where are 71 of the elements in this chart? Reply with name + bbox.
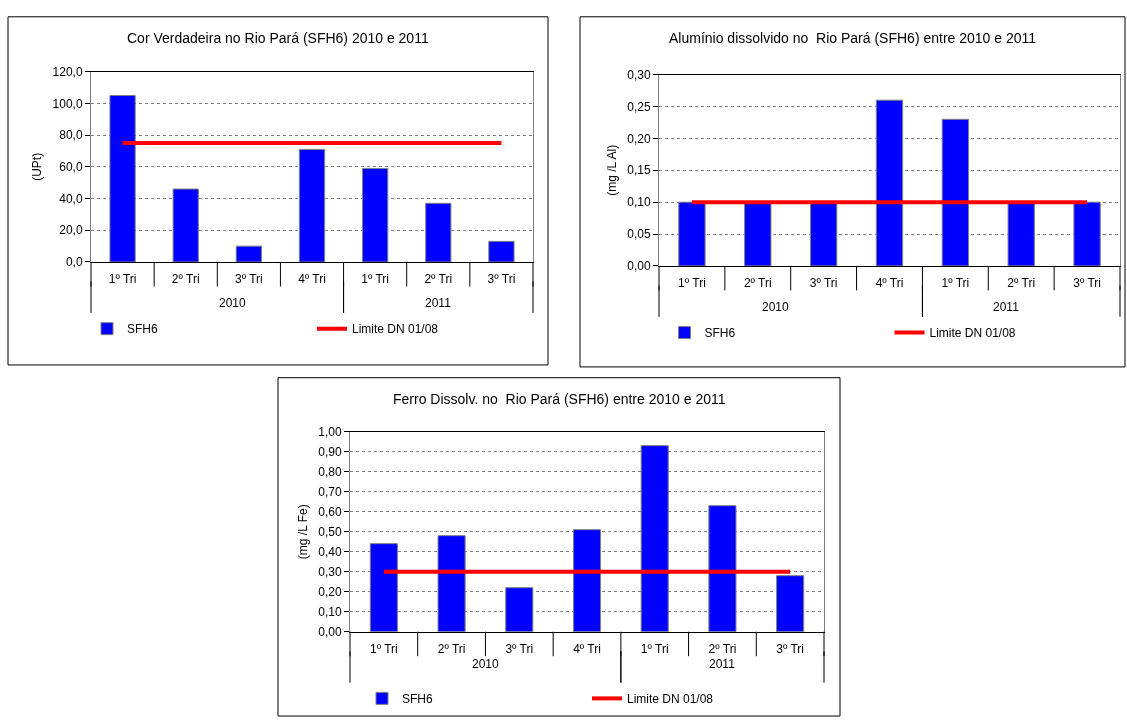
y-tick-label: 0,00: [627, 259, 651, 274]
x-tick-label: 3º Tri: [234, 272, 263, 287]
x-tick-label: 3º Tri: [809, 276, 838, 291]
chart-title: Ferro Dissolv. no Rio Pará (SFH6) entre 2010 e 2011: [393, 391, 726, 407]
x-tick-label: 2º Tri: [743, 276, 772, 291]
x-tick-label: 4º Tri: [573, 642, 601, 657]
bar: [488, 240, 515, 262]
x-tick-label: 3º Tri: [505, 642, 534, 657]
x-tick-label: 1º Tri: [941, 276, 970, 291]
y-tick-label: 0,80: [318, 464, 342, 479]
y-tick-label: 0,05: [627, 227, 651, 242]
x-tick-label: 1º Tri: [361, 272, 390, 287]
bar: [1007, 201, 1035, 266]
x-tick-label: 3º Tri: [776, 642, 805, 657]
y-tick-label: 0,20: [627, 131, 651, 146]
chart-title: Alumínio dissolvido no Rio Pará (SFH6) entre 2010 e 2011: [669, 30, 1037, 46]
y-tick-label: 0,00: [318, 624, 342, 639]
y-tick-label: 0,10: [318, 604, 342, 619]
y-tick-label: 20,0: [59, 223, 83, 238]
text: 2010: [762, 300, 790, 314]
legend-label: Limite DN 01/08: [627, 692, 714, 707]
x-tick-label: 2º Tri: [708, 642, 737, 657]
bar: [776, 575, 805, 632]
x-tick-label: 4º Tri: [875, 276, 904, 291]
y-tick-label: 0,70: [318, 484, 342, 499]
y-tick-label: 0,90: [318, 444, 342, 459]
y-tick-label: 120,0: [52, 64, 83, 79]
bar: [109, 95, 136, 262]
y-tick-label: 0,10: [627, 195, 651, 210]
text: 2011: [993, 300, 1020, 314]
y-tick-label: 0,60: [318, 504, 342, 519]
x-tick-label: 1º Tri: [640, 642, 669, 657]
y-tick-label: 0,25: [627, 99, 651, 114]
text: 2010: [472, 657, 500, 671]
legend-label: SFH6: [704, 326, 736, 341]
y-tick-label: 0,40: [318, 544, 342, 559]
y-tick-label: 1,00: [318, 424, 342, 439]
chart-title: Cor Verdadeira no Rio Pará (SFH6) 2010 e 2011: [127, 30, 429, 46]
text: 2010: [219, 296, 247, 310]
x-tick-label: 2º Tri: [424, 272, 453, 287]
x-tick-label: 1º Tri: [108, 272, 137, 287]
y-axis-title: (mg /L Fe): [295, 504, 310, 560]
legend-label: SFH6: [402, 692, 433, 707]
x-tick-label: 2º Tri: [171, 272, 200, 287]
bar: [235, 245, 262, 262]
x-tick-label: 2º Tri: [437, 642, 466, 657]
x-tick-label: 4º Tri: [298, 272, 326, 287]
x-tick-label: 1º Tri: [678, 276, 706, 291]
y-tick-label: 60,0: [59, 160, 83, 175]
y-tick-label: 40,0: [59, 191, 83, 206]
y-tick-label: 0,15: [627, 163, 651, 178]
x-tick-label: 2º Tri: [1007, 276, 1036, 291]
y-tick-label: 0,0: [65, 255, 83, 270]
text: 2011: [709, 657, 736, 671]
y-tick-label: 100,0: [52, 96, 83, 111]
y-tick-label: 0,20: [318, 584, 342, 599]
y-tick-label: 0,30: [627, 67, 651, 82]
legend-label: SFH6: [127, 322, 158, 337]
legend-label: Limite DN 01/08: [929, 326, 1016, 341]
x-tick-label: 3º Tri: [487, 272, 516, 287]
y-axis-title: (UPt): [29, 152, 44, 181]
y-axis-title: (mg /L Al): [604, 144, 619, 196]
x-tick-label: 3º Tri: [1073, 276, 1101, 291]
y-tick-label: 80,0: [59, 128, 83, 143]
y-tick-label: 0,30: [318, 564, 342, 579]
y-tick-label: 0,50: [318, 524, 342, 539]
bar: [1073, 201, 1101, 266]
legend-label: Limite DN 01/08: [352, 322, 439, 337]
text: 2011: [425, 296, 452, 310]
bar: [505, 587, 534, 632]
x-tick-label: 1º Tri: [369, 642, 398, 657]
